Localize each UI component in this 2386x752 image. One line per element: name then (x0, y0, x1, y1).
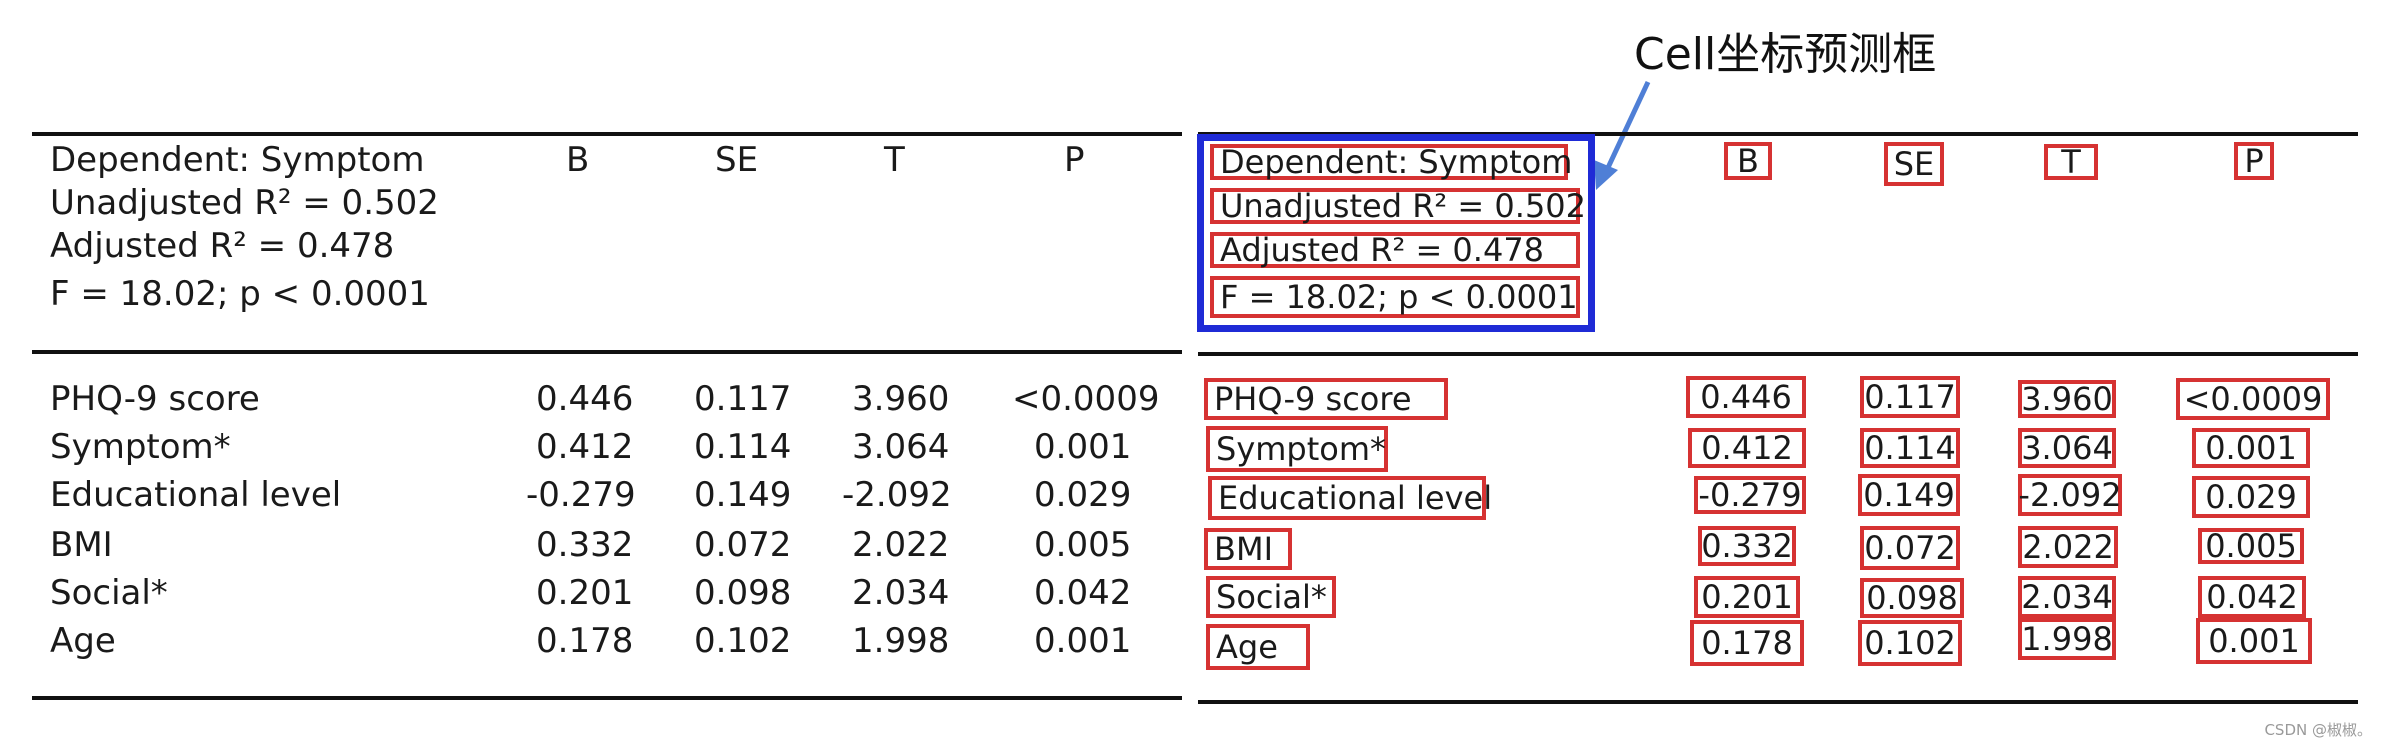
mid-rule-left (32, 350, 1182, 354)
cell-box-se: 0.102 (1858, 620, 1962, 666)
cell-t: 2.034 (852, 573, 950, 613)
header-line-box: Adjusted R² = 0.478 (1210, 231, 1580, 269)
cell-box-t: 2.034 (2018, 576, 2116, 618)
watermark: CSDN @椒椒。 (2264, 721, 2372, 739)
cell-se: 0.117 (694, 379, 792, 419)
row-label: PHQ-9 score (50, 379, 260, 419)
bottom-rule-left (32, 696, 1182, 700)
cell-box-p: 0.001 (2196, 618, 2312, 664)
row-label-box: BMI (1204, 528, 1292, 570)
top-rule-left (32, 132, 1182, 136)
cell-b: 0.446 (536, 379, 634, 419)
header-line-box: Dependent: Symptom (1210, 143, 1572, 181)
bottom-rule-right (1198, 700, 2358, 704)
row-label: Social* (50, 573, 168, 613)
row-label-box: PHQ-9 score (1204, 378, 1448, 420)
cell-box-b: 0.201 (1694, 576, 1800, 618)
row-label-box: Educational level (1208, 476, 1492, 520)
cell-p: 0.001 (1034, 621, 1132, 661)
column-header-p: P (1064, 140, 1085, 180)
caption: Cell坐标预测框 (1634, 29, 1937, 80)
cell-t: 3.960 (852, 379, 950, 419)
header-line-box: F = 18.02; p < 0.0001 (1210, 276, 1580, 318)
row-label: Age (50, 621, 116, 661)
header-line-box: Unadjusted R² = 0.502 (1210, 187, 1586, 225)
column-header-se: SE (715, 140, 759, 180)
cell-t: -2.092 (842, 475, 952, 515)
cell-box-se: 0.098 (1860, 578, 1964, 618)
cell-p: 0.042 (1034, 573, 1132, 613)
cell-p: 0.005 (1034, 525, 1132, 565)
cell-box-b: -0.279 (1694, 476, 1806, 514)
header-line-unadjusted: Unadjusted R² = 0.502 (50, 183, 439, 223)
cell-box-p: 0.005 (2198, 527, 2304, 565)
header-line-f: F = 18.02; p < 0.0001 (50, 274, 430, 314)
cell-box-t: 1.998 (2018, 618, 2116, 660)
cell-b: 0.332 (536, 525, 634, 565)
column-header-box-se: SE (1884, 142, 1944, 186)
column-header-box-b: B (1724, 142, 1772, 180)
header-line-adjusted: Adjusted R² = 0.478 (50, 226, 395, 266)
cell-se: 0.102 (694, 621, 792, 661)
top-rule-right (1198, 132, 2358, 136)
cell-b: 0.412 (536, 427, 634, 467)
cell-box-se: 0.149 (1858, 474, 1960, 516)
cell-box-p: <0.0009 (2176, 378, 2330, 420)
row-label: Educational level (50, 475, 342, 515)
cell-p: 0.029 (1034, 475, 1132, 515)
cell-box-b: 0.178 (1690, 620, 1804, 666)
column-header-box-t: T (2044, 143, 2098, 181)
cell-box-b: 0.332 (1698, 526, 1796, 566)
cell-se: 0.149 (694, 475, 792, 515)
cell-box-b: 0.412 (1688, 428, 1806, 468)
cell-box-se: 0.117 (1860, 376, 1960, 418)
row-label-box: Age (1206, 624, 1310, 670)
cell-box-t: 3.960 (2018, 380, 2116, 418)
column-header-box-p: P (2234, 142, 2274, 180)
column-header-t: T (884, 140, 905, 180)
cell-box-p: 0.001 (2192, 428, 2310, 468)
cell-se: 0.114 (694, 427, 792, 467)
row-label: BMI (50, 525, 113, 565)
cell-box-se: 0.072 (1860, 526, 1960, 570)
cell-b: 0.201 (536, 573, 634, 613)
row-label-box: Symptom* (1206, 426, 1388, 472)
cell-p: <0.0009 (1012, 379, 1160, 419)
cell-box-se: 0.114 (1860, 428, 1960, 468)
cell-box-t: -2.092 (2018, 474, 2122, 516)
cell-box-p: 0.029 (2192, 476, 2310, 518)
header-line-dependent: Dependent: Symptom (50, 140, 425, 180)
cell-t: 1.998 (852, 621, 950, 661)
row-label: Symptom* (50, 427, 231, 467)
cell-t: 3.064 (852, 427, 950, 467)
cell-box-t: 2.022 (2018, 526, 2118, 568)
cell-t: 2.022 (852, 525, 950, 565)
cell-se: 0.098 (694, 573, 792, 613)
column-header-b: B (566, 140, 590, 180)
mid-rule-right (1198, 352, 2358, 356)
cell-box-b: 0.446 (1686, 376, 1806, 418)
cell-b: 0.178 (536, 621, 634, 661)
cell-p: 0.001 (1034, 427, 1132, 467)
row-label-box: Social* (1206, 576, 1336, 618)
cell-se: 0.072 (694, 525, 792, 565)
header-cell-box (1197, 134, 1595, 332)
cell-box-t: 3.064 (2018, 428, 2116, 468)
cell-b: -0.279 (526, 475, 636, 515)
cell-box-p: 0.042 (2198, 576, 2306, 618)
